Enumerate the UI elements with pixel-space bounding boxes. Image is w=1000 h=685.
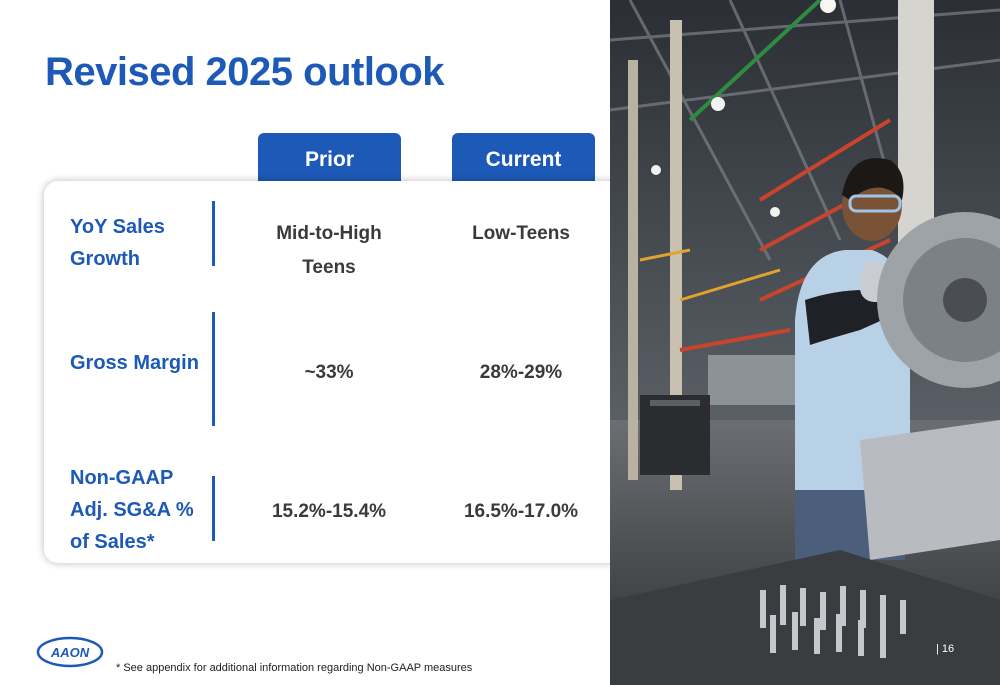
cell-current-sales-growth: Low-Teens [472, 223, 570, 244]
row-divider [212, 476, 215, 541]
row-label-sales-growth: YoY Sales Growth [70, 216, 165, 270]
slide-title: Revised 2025 outlook [45, 50, 445, 94]
cell-prior-sales-growth: Mid-to-High Teens [276, 223, 382, 278]
row-divider [212, 312, 215, 426]
page-number: | 16 [936, 643, 955, 655]
aaon-logo: AAON [36, 636, 104, 668]
svg-text:AAON: AAON [50, 645, 90, 660]
factory-worker-photo [610, 0, 1000, 685]
outlook-table-card [44, 181, 644, 563]
cell-current-sga: 16.5%-17.0% [463, 501, 579, 522]
factory-scene-illustration [610, 0, 1000, 685]
row-label-gross-margin: Gross Margin [70, 352, 199, 374]
column-header-current: Current [452, 133, 595, 183]
row-divider [212, 201, 215, 266]
cell-prior-gross-margin: ~33% [304, 362, 354, 383]
footnote: * See appendix for additional informatio… [116, 662, 473, 674]
cell-prior-sga: 15.2%-15.4% [271, 501, 387, 522]
row-label-sga: Non-GAAP Adj. SG&A % of Sales* [70, 467, 194, 553]
column-header-prior: Prior [258, 133, 401, 183]
cell-current-gross-margin: 28%-29% [479, 362, 563, 383]
